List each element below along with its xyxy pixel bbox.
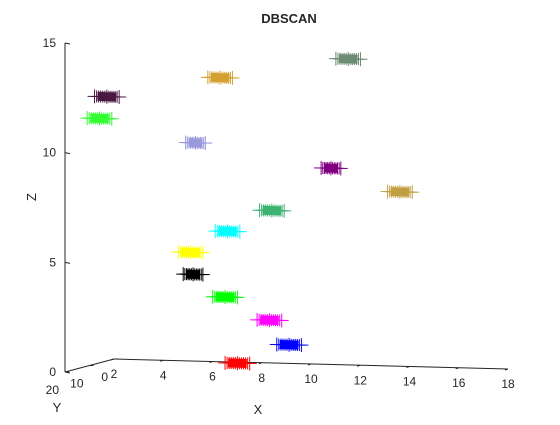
z-tick-label: 15 [43,36,57,50]
series-1 [218,355,257,371]
x-tick-label: 2 [111,367,118,381]
cluster-core [323,163,338,173]
series-12 [80,111,119,126]
x-tick-label: 8 [258,371,265,385]
x-tick-mark [307,363,312,366]
y-axis-label: Y [53,400,62,415]
cluster-core [181,247,201,258]
cluster-core [186,269,201,280]
chart-title: DBSCAN [261,11,317,26]
cluster-core [279,339,299,350]
x-tick-mark [406,366,410,368]
series-9 [380,184,420,200]
z-tick-label: 5 [49,255,56,269]
z-tick-label: 0 [49,365,56,379]
y-tick-label: 0 [101,370,108,384]
x-tick-label: 16 [452,376,466,390]
data-marks [80,51,420,371]
x-tick-mark [209,361,213,363]
series-13 [87,89,127,105]
cluster-core [215,292,235,302]
x-tick-label: 14 [403,375,417,389]
x-tick-label: 4 [160,368,167,382]
cluster-core [262,205,282,216]
x-tick-mark [110,358,115,361]
x-tick-label: 12 [354,373,368,387]
z-tick-label: 10 [43,146,57,160]
series-8 [252,203,292,218]
z-axis-label: Z [24,193,39,201]
cluster-core [338,54,358,64]
x-axis-label: X [254,402,263,417]
x-tick-mark [160,359,164,362]
series-11 [178,135,213,151]
series-14 [200,70,240,85]
cluster-core [90,113,109,124]
series-15 [328,51,368,67]
x-tick-label: 10 [304,372,318,386]
series-2 [269,337,309,353]
x-tick-mark [455,367,459,370]
cluster-core [390,187,410,197]
z-tick-mark [64,42,71,45]
series-3 [250,312,289,328]
series-5 [176,267,210,282]
series-6 [171,245,210,260]
z-tick-mark [64,261,71,264]
cluster-core [97,91,117,102]
x-tick-label: 6 [209,370,216,384]
z-tick-mark [64,371,71,374]
cluster-core [218,226,237,237]
y-tick-label: 20 [46,383,60,397]
z-tick-mark [64,152,71,155]
cluster-core [188,138,203,148]
x-tick-mark [504,368,509,371]
cluster-core [210,72,230,83]
y-tick-label: 10 [70,377,84,391]
x-tick-mark [357,364,361,367]
x-tick-label: 18 [501,377,515,391]
series-4 [205,289,245,305]
series-7 [208,224,247,239]
cluster-core [227,358,247,369]
series-10 [314,160,348,176]
cluster-core [259,315,279,325]
x-tick-mark [258,362,262,365]
axes-group: 2 4 6 8 10 12 14 16 18 0 10 20 0 5 10 15 [43,36,515,397]
